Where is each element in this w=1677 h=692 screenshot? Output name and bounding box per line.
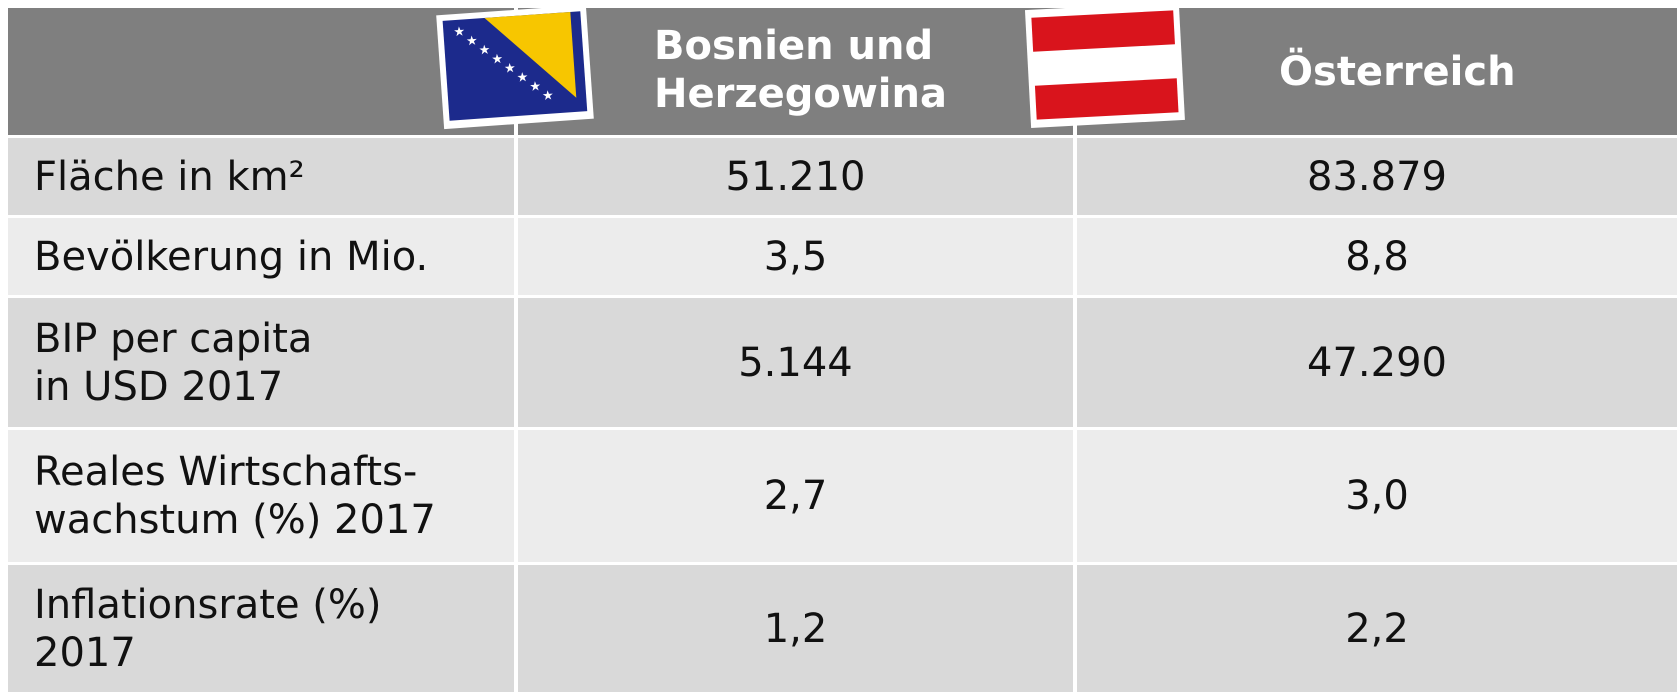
row-label: 2017 <box>34 629 136 676</box>
cell-value: 2,2 <box>1345 605 1409 652</box>
value-cell: 3,5 <box>518 218 1073 295</box>
column-header: Österreich <box>1279 49 1516 95</box>
cell-value: 2,7 <box>763 473 828 519</box>
cell-value: 5.144 <box>738 339 853 386</box>
cell-value: 1,2 <box>763 605 828 652</box>
flag-austria <box>1024 2 1185 128</box>
cell-value: 8,8 <box>1345 233 1409 280</box>
cell-value: 83.879 <box>1307 153 1447 200</box>
svg-text:★: ★ <box>542 88 555 104</box>
row-label: Fläche in km² <box>34 153 305 200</box>
cell-value: 47.290 <box>1307 339 1447 386</box>
svg-text:★: ★ <box>529 79 542 95</box>
cell-value: 3,5 <box>763 233 828 280</box>
flag-stars: ★★★★★★★★ <box>453 24 555 104</box>
header-cell <box>8 8 514 135</box>
cell-value: 3,0 <box>1345 473 1409 519</box>
svg-text:★: ★ <box>466 34 479 50</box>
flag-stripe <box>1034 78 1179 120</box>
value-cell: 83.879 <box>1077 138 1677 215</box>
column-header: Bosnien und Herzegowina <box>654 23 947 117</box>
value-cell: 1,2 <box>518 565 1073 692</box>
row-label-cell: Reales Wirtschafts-wachstum (%) 2017 <box>8 430 514 562</box>
value-cell: 2,2 <box>1077 565 1677 692</box>
row-label-cell: Fläche in km² <box>8 138 514 215</box>
header-cell: Bosnien und Herzegowina <box>518 8 1073 135</box>
value-cell: 51.210 <box>518 138 1073 215</box>
row-label: Inflationsrate (%) <box>34 581 382 628</box>
row-label: BIP per capita <box>34 315 313 362</box>
row-label-cell: Inflationsrate (%) 2017 <box>8 565 514 692</box>
value-cell: 5.144 <box>518 298 1073 427</box>
row-label: in USD 2017 <box>34 363 284 410</box>
value-cell: 8,8 <box>1077 218 1677 295</box>
svg-text:★: ★ <box>504 61 517 77</box>
row-label: wachstum (%) 2017 <box>34 497 436 543</box>
svg-text:★: ★ <box>491 52 504 68</box>
value-cell: 47.290 <box>1077 298 1677 427</box>
cell-value: 51.210 <box>725 153 866 200</box>
row-label-cell: Bevölkerung in Mio. <box>8 218 514 295</box>
svg-text:★: ★ <box>478 43 491 59</box>
row-label-cell: BIP per capita in USD 2017 <box>8 298 514 427</box>
svg-text:★: ★ <box>516 70 529 86</box>
flag-bosnia: ★★★★★★★★ <box>436 4 594 130</box>
svg-text:★: ★ <box>453 24 466 40</box>
value-cell: 2,7 <box>518 430 1073 562</box>
row-label: Reales Wirtschafts- <box>34 449 418 495</box>
flag-triangle <box>484 12 577 98</box>
flag-stripe <box>1031 10 1175 52</box>
row-label: Bevölkerung in Mio. <box>34 233 429 280</box>
value-cell: 3,0 <box>1077 430 1677 562</box>
